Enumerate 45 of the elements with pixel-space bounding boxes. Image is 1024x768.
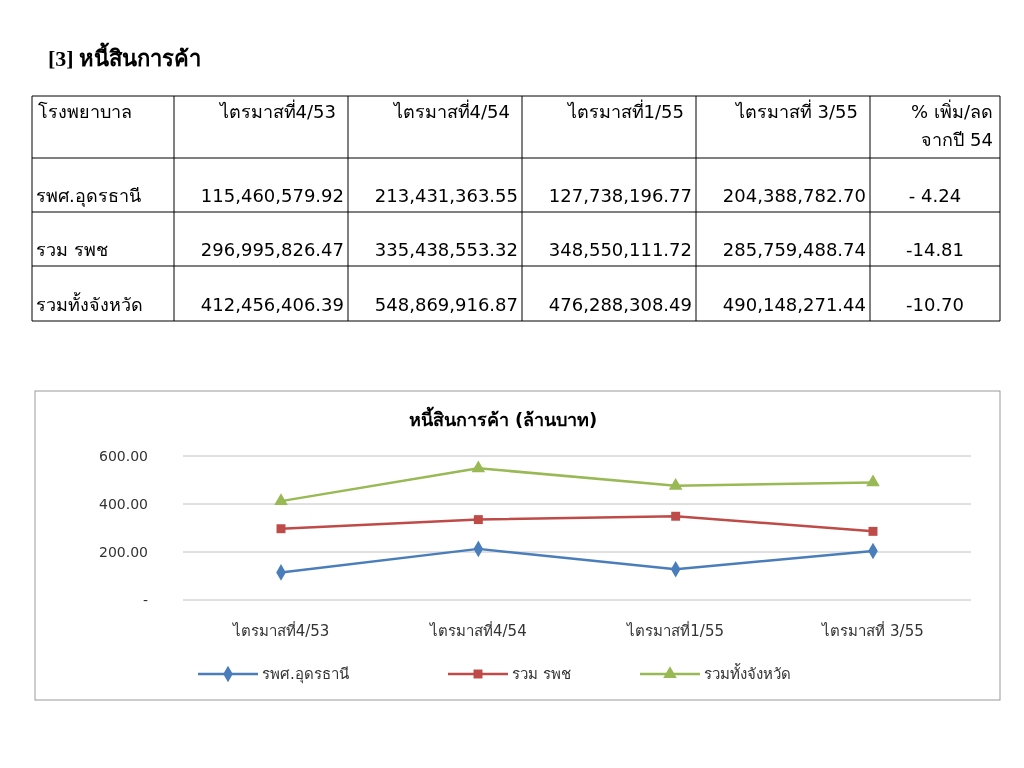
- category-label: ไตรมาสที่4/53: [219, 101, 336, 122]
- category-label: ไตรมาสที่ 3/55: [735, 101, 858, 122]
- text: - 4.24: [908, 185, 962, 206]
- text: รวมทั้งจังหวัด: [36, 294, 143, 315]
- text: [3] หนี้สินการค้า: [48, 42, 202, 71]
- text: รวม รพช: [36, 239, 108, 260]
- text: 115,460,579.92: [200, 185, 344, 206]
- point: [868, 526, 878, 536]
- x-tick-label: ไตรมาสที่ 3/55: [821, 620, 924, 640]
- text: 412,456,406.39: [200, 294, 344, 315]
- point: [471, 460, 486, 473]
- point: [473, 515, 483, 525]
- text: 490,148,271.44: [722, 294, 866, 315]
- legend-label: รวม รพช: [512, 665, 571, 683]
- text: % เพิ่ม/ลด จากปี 54: [911, 99, 993, 150]
- text: 476,288,308.49: [548, 294, 692, 315]
- text: 548,869,916.87: [374, 294, 518, 315]
- text: 285,759,488.74: [722, 239, 866, 260]
- text: -14.81: [905, 239, 965, 260]
- y-tick-label: 600.00: [99, 448, 148, 464]
- text: 335,438,553.32: [374, 239, 518, 260]
- text: รพศ.อุดรธานี: [36, 185, 141, 206]
- legend-label: รวมทั้งจังหวัด: [704, 663, 791, 683]
- y-tick-label: 200.00: [99, 544, 148, 560]
- text: 204,388,782.70: [722, 185, 866, 206]
- point: [668, 477, 683, 490]
- point: [274, 493, 288, 506]
- x-tick-label: ไตรมาสที่4/53: [231, 620, 330, 640]
- text: -10.70: [905, 294, 965, 315]
- y-tick-label: -: [142, 592, 148, 608]
- category-label: ไตรมาสที่1/55: [567, 101, 684, 122]
- legend-label: รพศ.อุดรธานี: [262, 665, 349, 684]
- text: 296,995,826.47: [200, 239, 344, 260]
- text: 348,550,111.72: [548, 239, 692, 260]
- category-label: ไตรมาสที่4/54: [393, 101, 510, 122]
- chart-title: หนี้สินการค้า (ล้านบาท): [408, 406, 598, 430]
- x-tick-label: ไตรมาสที่4/54: [428, 620, 527, 640]
- x-tick-label: ไตรมาสที่1/55: [626, 620, 725, 640]
- point: [671, 511, 681, 521]
- text: 127,738,196.77: [548, 185, 692, 206]
- point: [276, 524, 286, 534]
- y-tick-label: 400.00: [99, 496, 148, 512]
- text: โรงพยาบาล: [38, 101, 132, 122]
- text: 213,431,363.55: [374, 185, 518, 206]
- point: [866, 474, 880, 487]
